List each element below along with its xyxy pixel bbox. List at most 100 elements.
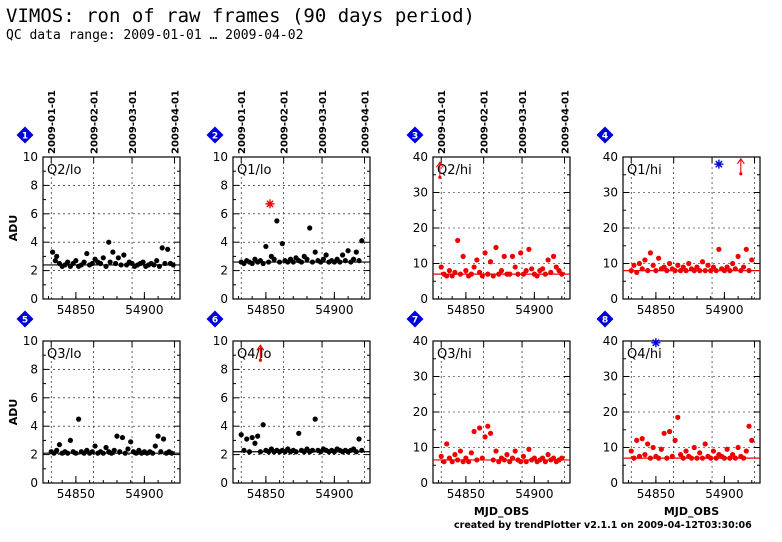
- data-point: [103, 263, 109, 269]
- data-point: [446, 268, 453, 274]
- data-point: [496, 271, 502, 277]
- data-point: [542, 459, 548, 465]
- data-point: [156, 263, 163, 269]
- data-point: [312, 416, 318, 422]
- data-point: [512, 448, 518, 454]
- data-point: [52, 258, 58, 264]
- outlier-arrow-point: [258, 358, 262, 362]
- data-point: [529, 266, 535, 272]
- date-tick-label: 2009-02-01: [480, 90, 491, 154]
- data-point: [639, 436, 645, 442]
- data-point: [501, 253, 507, 259]
- data-point: [337, 259, 343, 265]
- x-tick-label: 54900: [515, 487, 553, 501]
- outlier-arrow-point: [739, 172, 743, 176]
- data-point: [455, 457, 461, 463]
- data-point: [359, 238, 365, 244]
- data-point: [730, 260, 736, 267]
- panel-badge-number: 1: [22, 132, 28, 142]
- data-point: [716, 246, 722, 252]
- data-point: [73, 258, 79, 264]
- data-point: [749, 437, 755, 443]
- data-point: [493, 244, 499, 251]
- panel-label: Q2/hi: [437, 163, 472, 178]
- x-tick-label: 54850: [447, 487, 485, 501]
- data-point: [260, 260, 266, 267]
- x-tick-label: 54850: [637, 303, 675, 317]
- data-point: [103, 444, 109, 451]
- panel-label: Q2/lo: [47, 163, 81, 178]
- panel-badge: [206, 126, 224, 144]
- data-point: [114, 433, 120, 439]
- data-point: [244, 436, 250, 442]
- data-point: [342, 258, 348, 264]
- y-tick-label: 40: [603, 150, 618, 164]
- y-tick-label: 2: [30, 264, 38, 278]
- data-point: [702, 268, 708, 274]
- data-point: [556, 268, 562, 274]
- x-tick-label: 54900: [315, 487, 353, 501]
- data-point: [482, 434, 488, 440]
- data-point: [694, 264, 700, 270]
- data-point: [518, 459, 524, 465]
- panel-2: 0 2 4 6 8 10 54850 54900 2009-01-01 2009-02-01 200…: [206, 90, 372, 317]
- data-point: [496, 459, 502, 465]
- data-point: [631, 455, 637, 461]
- date-tick-label: 2009-01-01: [47, 90, 58, 154]
- data-point: [724, 446, 730, 452]
- panel-badge: [596, 126, 614, 144]
- data-point: [526, 246, 532, 252]
- data-point: [111, 447, 117, 453]
- y-tick-label: 0: [420, 292, 428, 306]
- data-point: [485, 271, 491, 277]
- data-point: [100, 450, 106, 456]
- y-tick-label: 20: [603, 221, 618, 235]
- data-point: [468, 450, 474, 456]
- data-point: [350, 256, 357, 262]
- plot-frame: [42, 156, 181, 300]
- date-tick-label: 2009-03-01: [128, 90, 139, 154]
- data-point: [446, 455, 453, 461]
- data-point: [271, 256, 277, 262]
- data-point: [732, 266, 738, 272]
- data-point: [249, 434, 255, 441]
- data-point: [97, 260, 104, 267]
- data-point: [460, 253, 466, 259]
- panel-badge: [406, 126, 424, 144]
- data-point: [661, 430, 667, 436]
- y-tick-label: 0: [420, 476, 428, 490]
- data-point: [661, 264, 667, 270]
- y-tick-label: 40: [413, 150, 428, 164]
- data-point: [471, 428, 477, 435]
- data-point: [553, 264, 559, 270]
- data-point: [487, 259, 494, 265]
- data-point: [713, 268, 719, 274]
- data-point: [520, 453, 527, 459]
- y-tick-label: 10: [603, 441, 618, 455]
- data-point: [531, 455, 537, 461]
- data-point: [121, 252, 127, 258]
- data-point: [162, 260, 168, 267]
- data-point: [743, 246, 749, 252]
- x-tick-label: 54850: [247, 303, 285, 317]
- data-point: [732, 455, 738, 461]
- data-point: [518, 250, 524, 256]
- data-point: [559, 455, 565, 461]
- data-point: [490, 273, 496, 279]
- y-tick-label: 8: [30, 362, 38, 376]
- data-point: [653, 268, 659, 274]
- data-point: [115, 255, 121, 261]
- data-point: [307, 225, 313, 231]
- data-point: [449, 273, 455, 279]
- y-tick-label: 8: [220, 362, 228, 376]
- data-point: [550, 253, 557, 259]
- data-point: [504, 452, 510, 458]
- outlier-arrow-head: [256, 344, 265, 351]
- data-point: [67, 437, 73, 443]
- data-point: [694, 455, 700, 461]
- outlier-star-d2: [652, 339, 660, 347]
- data-point: [493, 448, 499, 454]
- data-point: [457, 448, 463, 454]
- data-point: [323, 252, 329, 258]
- y-tick-label: 10: [413, 441, 428, 455]
